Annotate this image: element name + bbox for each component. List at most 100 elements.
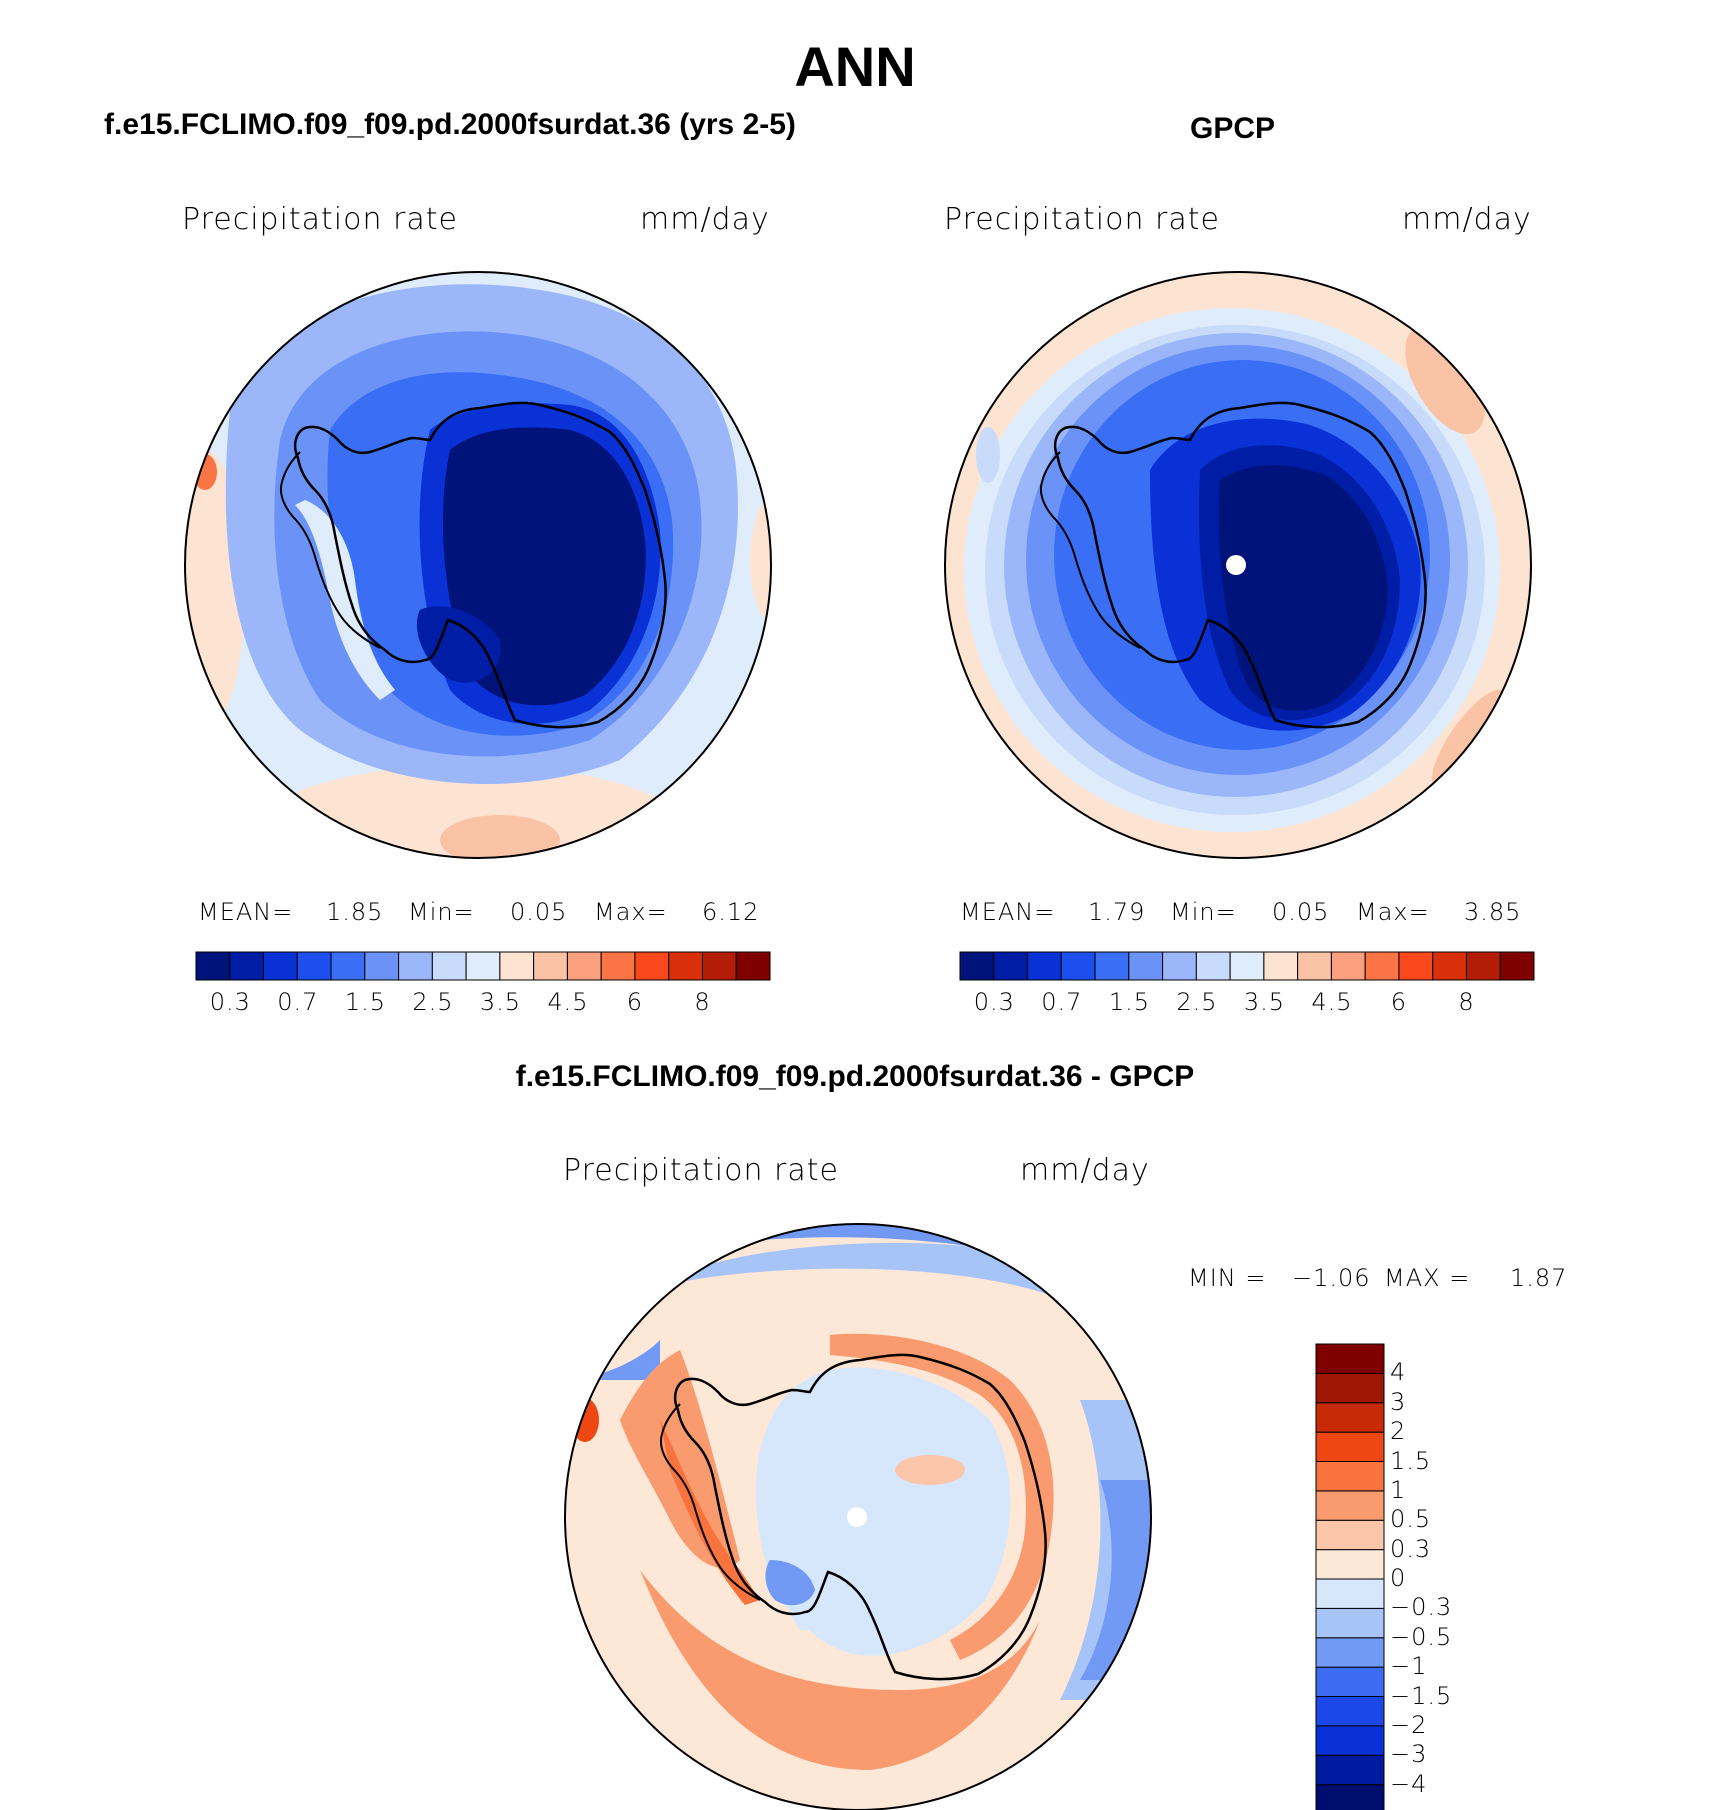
colorbar-swatch	[229, 951, 265, 981]
colorbar-swatch	[1315, 1725, 1385, 1756]
colorbar-swatch	[1364, 951, 1400, 981]
colorbar-swatch	[1315, 1578, 1385, 1609]
model-panel-title: f.e15.FCLIMO.f09_f09.pd.2000fsurdat.36 (…	[104, 108, 796, 141]
colorbar-swatch	[1027, 951, 1062, 981]
obs-max-label: Max=	[1356, 898, 1430, 926]
obs-min-value: 0.05	[1272, 898, 1330, 926]
colorbar-tick-label: 0.7	[1041, 988, 1083, 1016]
colorbar-swatch	[566, 951, 602, 981]
colorbar-tick-label: −0.3	[1390, 1593, 1453, 1622]
colorbar-tick-label: 6	[626, 988, 644, 1016]
colorbar-swatch	[634, 951, 670, 981]
colorbar-tick-label: 0.3	[1390, 1534, 1432, 1563]
colorbar-swatch	[1315, 1343, 1385, 1374]
diff-map-border	[564, 1223, 1152, 1810]
obs-variable-label: Precipitation rate	[944, 202, 1220, 237]
colorbar-swatch	[1315, 1666, 1385, 1697]
colorbar-tick-label: 0.5	[1390, 1505, 1432, 1534]
model-max-value: 6.12	[702, 898, 760, 926]
colorbar-tick-label: 4.5	[547, 988, 589, 1016]
model-variable-label: Precipitation rate	[182, 202, 458, 237]
colorbar-tick-label: −1.5	[1390, 1681, 1453, 1710]
colorbar-swatch	[1315, 1549, 1385, 1580]
colorbar-swatch	[1499, 951, 1535, 981]
colorbar-swatch	[1195, 951, 1231, 981]
colorbar-tick-label: 1.5	[1390, 1446, 1432, 1475]
diff-pole-marker	[847, 1507, 867, 1527]
colorbar-tick-label: 0.3	[973, 988, 1015, 1016]
colorbar-tick-label: 3.5	[1243, 988, 1286, 1016]
diff-max-label: MAX =	[1384, 1264, 1471, 1292]
colorbar-swatch	[1094, 951, 1130, 981]
obs-max-value: 3.85	[1464, 898, 1522, 926]
obs-min-label: Min=	[1170, 898, 1237, 926]
colorbar-swatch	[1432, 951, 1467, 981]
colorbar-tick-label: 0.7	[277, 988, 319, 1016]
obs-map-border	[944, 271, 1532, 859]
diff-variable-label: Precipitation rate	[563, 1153, 839, 1188]
colorbar-tick-label: 0.3	[209, 988, 251, 1016]
colorbar-tick-label: 2	[1390, 1417, 1407, 1446]
model-mean-label: MEAN=	[198, 898, 294, 926]
colorbar-tick-label: 4	[1390, 1358, 1407, 1387]
colorbar-swatch	[1315, 1519, 1385, 1551]
model-colorbar	[195, 951, 771, 981]
diff-panel-title: f.e15.FCLIMO.f09_f09.pd.2000fsurdat.36 -…	[515, 1060, 1195, 1093]
colorbar-swatch	[1330, 951, 1366, 981]
colorbar-tick-label: 0	[1390, 1564, 1407, 1592]
colorbar-swatch	[499, 951, 535, 981]
colorbar-tick-label: −0.5	[1390, 1622, 1453, 1651]
colorbar-tick-label: 2.5	[412, 988, 454, 1016]
colorbar-swatch	[600, 951, 636, 981]
obs-mean-value: 1.79	[1088, 898, 1146, 926]
colorbar-tick-label: 8	[1458, 988, 1475, 1016]
colorbar-tick-label: 6	[1390, 988, 1408, 1016]
colorbar-swatch	[668, 951, 703, 981]
colorbar-swatch	[1315, 1784, 1385, 1810]
model-precip-map	[185, 272, 771, 858]
colorbar-tick-label: −3	[1390, 1740, 1428, 1769]
colorbar-swatch	[1465, 951, 1501, 981]
obs-colorbar	[959, 951, 1535, 981]
figure-title: ANN	[794, 35, 916, 98]
obs-pole-marker	[1226, 555, 1246, 575]
colorbar-swatch	[1315, 1696, 1385, 1727]
colorbar-swatch	[701, 951, 737, 981]
model-min-value: 0.05	[510, 898, 568, 926]
colorbar-tick-label: 3.5	[479, 988, 522, 1016]
colorbar-swatch	[330, 951, 366, 981]
colorbar-swatch	[1315, 1637, 1385, 1668]
colorbar-tick-label: −2	[1390, 1710, 1428, 1739]
colorbar-swatch	[1263, 951, 1299, 981]
model-max-label: Max=	[594, 898, 668, 926]
colorbar-tick-label: 2.5	[1176, 988, 1218, 1016]
colorbar-swatch	[398, 951, 433, 981]
colorbar-tick-label: 4.5	[1311, 988, 1353, 1016]
obs-units-label: mm/day	[1402, 202, 1532, 237]
colorbar-swatch	[364, 951, 400, 981]
colorbar-swatch	[1315, 1402, 1385, 1433]
colorbar-swatch	[1297, 951, 1332, 981]
diff-colorbar	[1315, 1343, 1385, 1810]
colorbar-swatch	[1315, 1754, 1385, 1786]
diff-min-label: MIN =	[1188, 1264, 1267, 1292]
colorbar-swatch	[1315, 1607, 1385, 1639]
colorbar-swatch	[465, 951, 501, 981]
colorbar-tick-label: 8	[694, 988, 711, 1016]
colorbar-tick-label: −1	[1390, 1652, 1428, 1681]
colorbar-swatch	[1128, 951, 1164, 981]
colorbar-tick-label: 1.5	[344, 988, 386, 1016]
diff-min-value: −1.06	[1292, 1264, 1371, 1292]
colorbar-swatch	[195, 951, 231, 981]
diff-units-label: mm/day	[1020, 1153, 1150, 1188]
obs-panel-title: GPCP	[1190, 112, 1276, 145]
colorbar-swatch	[1315, 1490, 1385, 1521]
colorbar-swatch	[533, 951, 568, 981]
obs-mean-label: MEAN=	[960, 898, 1056, 926]
colorbar-swatch	[1162, 951, 1197, 981]
colorbar-tick-label: −4	[1390, 1769, 1428, 1798]
colorbar-swatch	[296, 951, 332, 981]
colorbar-swatch	[1315, 1431, 1385, 1462]
model-map-border	[184, 271, 772, 859]
colorbar-swatch	[1315, 1461, 1385, 1492]
